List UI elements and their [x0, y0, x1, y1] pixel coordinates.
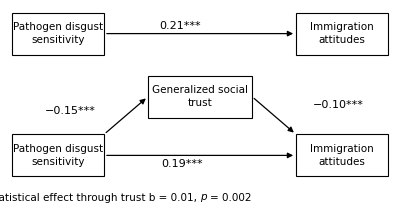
Text: 0.19***: 0.19***	[161, 159, 203, 169]
Text: −0.10***: −0.10***	[312, 100, 364, 110]
FancyBboxPatch shape	[12, 134, 104, 176]
Text: $p$: $p$	[200, 192, 208, 205]
Text: 0.21***: 0.21***	[159, 21, 201, 31]
Text: Immigration
attitudes: Immigration attitudes	[310, 144, 374, 167]
FancyBboxPatch shape	[296, 134, 388, 176]
Text: Pathogen disgust
sensitivity: Pathogen disgust sensitivity	[13, 144, 103, 167]
Text: Pathogen disgust
sensitivity: Pathogen disgust sensitivity	[13, 22, 103, 45]
FancyBboxPatch shape	[148, 76, 252, 118]
FancyBboxPatch shape	[12, 13, 104, 55]
Text: Immigration
attitudes: Immigration attitudes	[310, 22, 374, 45]
Text: = 0.002: = 0.002	[210, 193, 251, 203]
FancyBboxPatch shape	[296, 13, 388, 55]
Text: −0.15***: −0.15***	[44, 106, 96, 116]
Text: Indirect statistical effect through trust b = 0.01,: Indirect statistical effect through trus…	[0, 193, 200, 203]
Text: Generalized social
trust: Generalized social trust	[152, 85, 248, 108]
